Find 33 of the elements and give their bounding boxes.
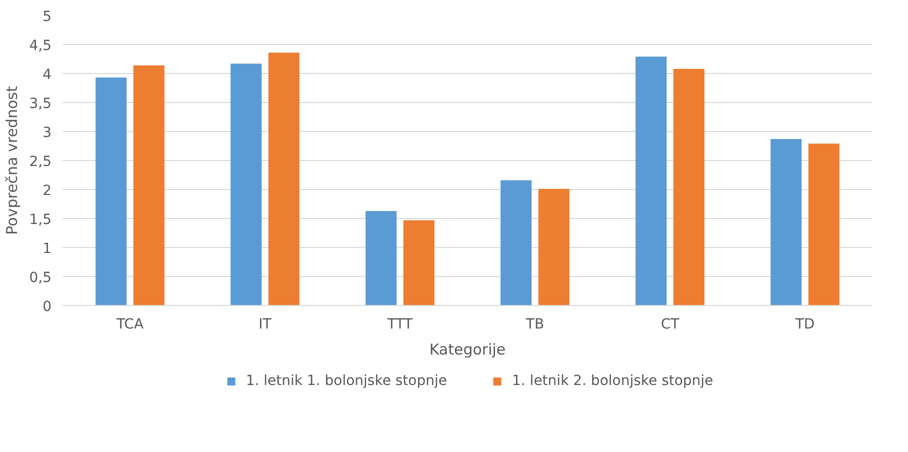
y-tick-label: 5 [42, 9, 52, 25]
x-tick-label: TTT [386, 316, 414, 332]
bar [366, 210, 397, 306]
legend-label: 1. letnik 1. bolonjske stopnje [246, 373, 447, 389]
bar [96, 78, 127, 306]
y-tick-label: 3 [42, 125, 52, 141]
y-tick-label: 3,5 [29, 96, 52, 112]
y-tick-label: 0 [42, 299, 52, 315]
y-tick-label: 4 [42, 67, 52, 83]
x-tick-label: IT [258, 316, 272, 332]
y-axis-title: Povprečna vrednost [3, 86, 22, 235]
x-tick-label: CT [660, 316, 680, 332]
y-tick-label: 1 [42, 241, 52, 257]
bar [770, 139, 802, 306]
y-tick-label: 1,5 [29, 212, 52, 228]
x-tick-label: TCA [115, 316, 144, 332]
bar [500, 180, 532, 306]
bar [403, 220, 434, 306]
y-tick-label: 2,5 [29, 154, 52, 170]
x-tick-label: TB [524, 316, 544, 332]
bar [808, 144, 840, 306]
bar [230, 64, 262, 306]
x-axis-title: Kategorije [429, 340, 506, 358]
bar [133, 65, 164, 306]
bar [538, 188, 570, 306]
y-tick-label: 0,5 [29, 270, 52, 286]
bar [268, 52, 300, 306]
bar [673, 68, 704, 306]
bar [636, 56, 667, 306]
legend-label: 1. letnik 2. bolonjske stopnje [512, 373, 714, 389]
y-tick-label: 2 [42, 183, 52, 199]
x-tick-label: TD [794, 316, 815, 332]
y-tick-label: 4,5 [29, 38, 52, 54]
